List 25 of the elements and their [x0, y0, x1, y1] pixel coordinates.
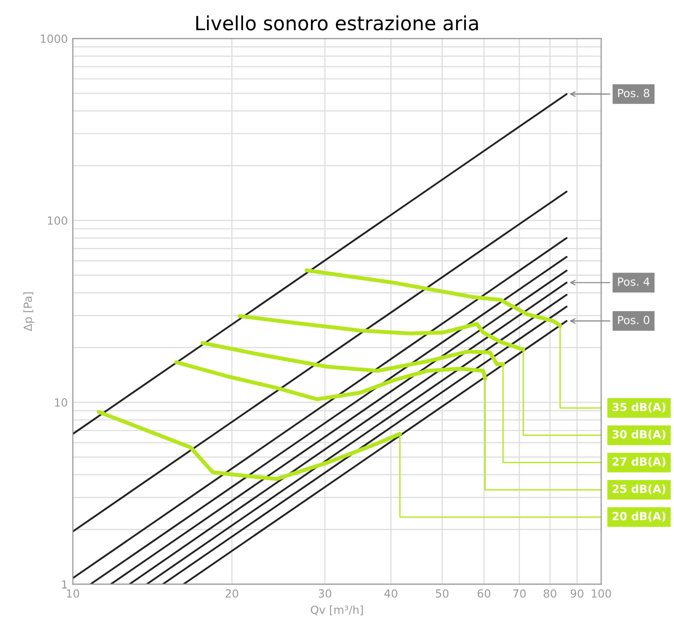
- text: 27 dB(A): [612, 457, 666, 468]
- x-tick-label: 70: [513, 589, 526, 598]
- text: Pos. 0: [618, 316, 650, 324]
- x-axis-title: Qv [m³/h]: [310, 605, 363, 616]
- text: 35 dB(A): [612, 402, 666, 412]
- text: 25 dB(A): [612, 484, 666, 494]
- x-tick-label: 80: [544, 589, 556, 598]
- x-tick-label: 90: [570, 589, 584, 598]
- text: 20 dB(A): [612, 512, 666, 522]
- chart-title: Livello sonoro estrazione aria: [196, 15, 478, 30]
- y-tick-label: 1000: [40, 34, 68, 43]
- y-tick-label: 100: [48, 216, 68, 225]
- text: Pos. 4: [618, 278, 650, 286]
- text: Pos. 8: [618, 88, 650, 98]
- x-tick-label: 100: [592, 589, 612, 598]
- y-tick-label: 10: [55, 398, 68, 407]
- x-tick-label: 30: [318, 589, 332, 598]
- y-tick-label: 1: [62, 580, 67, 588]
- x-tick-label: 10: [66, 589, 80, 598]
- y-axis-title: Δp [Pa]: [23, 292, 34, 332]
- text: 30 dB(A): [612, 430, 666, 440]
- x-tick-label: 40: [384, 589, 398, 598]
- x-tick-label: 20: [226, 589, 238, 598]
- x-tick-label: 60: [478, 589, 490, 598]
- x-tick-label: 50: [436, 589, 448, 598]
